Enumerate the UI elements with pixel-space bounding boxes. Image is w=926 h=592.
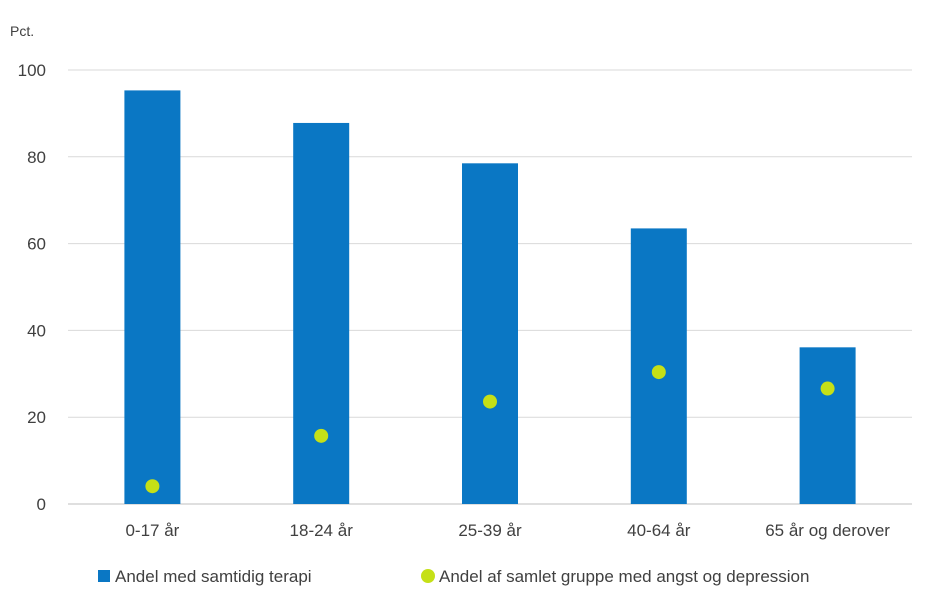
y-tick-label: 100 xyxy=(18,61,46,80)
y-tick-label: 20 xyxy=(27,408,46,427)
x-tick-label: 0-17 år xyxy=(125,521,179,540)
bar xyxy=(124,90,181,504)
legend-label-points: Andel af samlet gruppe med angst og depr… xyxy=(439,567,809,586)
legend-swatch-points xyxy=(421,569,435,583)
y-tick-label: 40 xyxy=(27,321,46,340)
y-axis-unit-label: Pct. xyxy=(10,23,34,39)
x-tick-label: 25-39 år xyxy=(458,521,522,540)
y-axis-ticks: 0 20 40 60 80 100 xyxy=(18,61,46,514)
data-point xyxy=(820,381,835,396)
data-point xyxy=(145,479,160,494)
legend: Andel med samtidig terapi Andel af samle… xyxy=(98,567,809,586)
data-point xyxy=(483,394,497,409)
bar xyxy=(293,122,350,504)
y-tick-label: 0 xyxy=(37,495,46,514)
y-tick-label: 60 xyxy=(27,235,46,254)
bar xyxy=(799,347,856,504)
y-tick-label: 80 xyxy=(27,148,46,167)
legend-swatch-bars xyxy=(98,570,110,582)
x-tick-label: 40-64 år xyxy=(627,521,691,540)
legend-label-bars: Andel med samtidig terapi xyxy=(115,567,312,586)
data-point xyxy=(314,428,329,443)
point-series xyxy=(145,365,835,494)
x-axis-ticks: 0-17 år 18-24 år 25-39 år 40-64 år 65 år og … xyxy=(125,521,890,540)
data-point xyxy=(651,365,666,380)
x-tick-label: 18-24 år xyxy=(290,521,354,540)
bar-series xyxy=(124,90,856,504)
bar xyxy=(462,163,518,504)
x-tick-label: 65 år og derover xyxy=(765,521,890,540)
